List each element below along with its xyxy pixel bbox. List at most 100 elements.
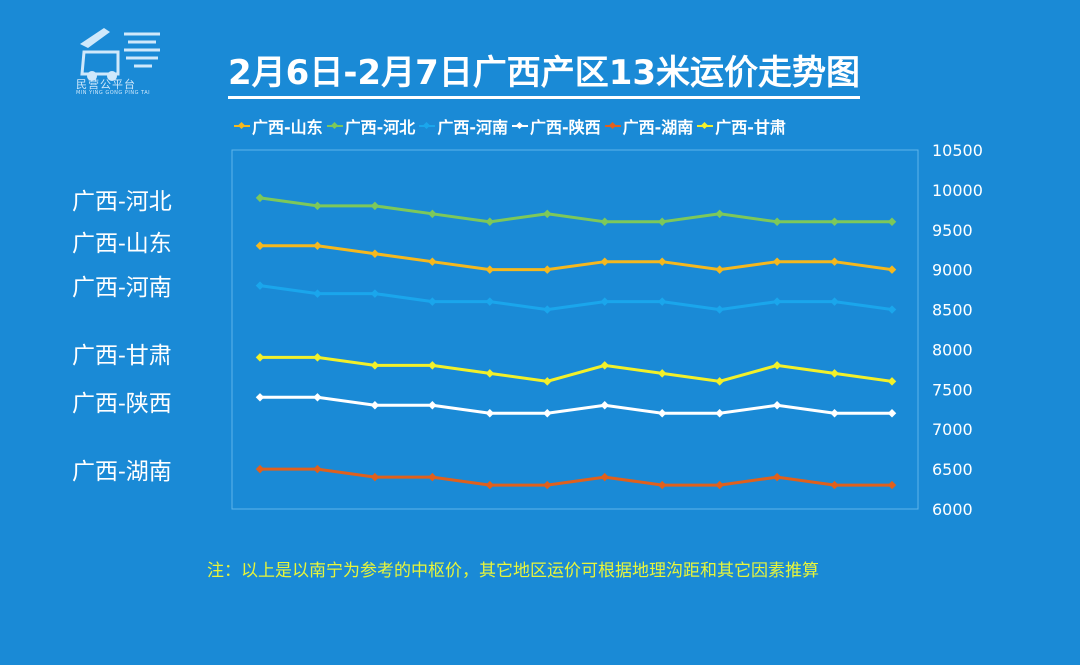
data-point	[255, 281, 265, 290]
data-point	[255, 241, 265, 250]
series-5	[255, 353, 897, 386]
data-point	[485, 217, 495, 227]
legend-label: 广西-陕西	[529, 118, 601, 137]
data-point	[715, 305, 724, 314]
data-point	[887, 305, 897, 314]
data-point	[428, 401, 437, 410]
legend-item: 广西-甘肃	[695, 114, 786, 138]
series-line	[259, 196, 892, 224]
data-point	[657, 257, 667, 266]
data-point	[600, 217, 609, 227]
series-2	[255, 281, 897, 314]
legend-marker	[603, 119, 623, 133]
data-point	[600, 257, 609, 266]
data-point	[657, 217, 667, 227]
data-point	[772, 257, 782, 266]
data-point	[313, 393, 322, 402]
data-point	[657, 369, 667, 378]
y-tick-label: 7000	[932, 420, 973, 439]
series-4	[255, 464, 897, 490]
data-point	[657, 480, 667, 490]
plot-area-frame	[231, 149, 919, 510]
y-tick-label: 10000	[932, 181, 983, 200]
data-point	[715, 377, 724, 386]
legend-marker	[232, 119, 252, 133]
data-point	[255, 464, 265, 474]
series-line	[260, 467, 892, 487]
side-label-henan: 广西-河南	[72, 275, 172, 301]
side-label-gansu: 广西-甘肃	[72, 343, 172, 369]
y-tick-label: 6000	[932, 500, 973, 519]
y-tick-label: 7500	[932, 380, 973, 399]
chart-title: 2月6日-2月7日广西产区13米运价走势图	[228, 52, 861, 99]
data-point	[428, 472, 437, 482]
data-point	[543, 377, 552, 386]
series-3	[255, 393, 897, 418]
data-point	[657, 297, 667, 306]
y-tick-label: 6500	[932, 460, 973, 479]
legend-label: 广西-河北	[344, 118, 416, 137]
data-point	[830, 297, 839, 306]
side-label-hebei: 广西-河北	[72, 189, 172, 215]
data-point	[772, 297, 782, 306]
chart-legend: 广西-山东 广西-河北 广西-河南 广西-陕西 广西-湖南 广西-甘肃	[232, 114, 788, 138]
data-point	[485, 265, 495, 274]
data-point	[370, 401, 380, 410]
data-point	[715, 265, 724, 274]
legend-label: 广西-湖南	[622, 118, 694, 137]
data-point	[543, 480, 552, 490]
data-point	[370, 361, 380, 370]
data-point	[830, 257, 839, 266]
data-point	[485, 480, 495, 490]
legend-marker	[510, 119, 530, 133]
data-point	[485, 369, 495, 378]
logo-text: 民营公平台	[76, 78, 136, 91]
data-point	[600, 361, 609, 370]
data-point	[830, 369, 839, 378]
data-point	[657, 409, 667, 418]
data-point	[600, 297, 609, 306]
data-point	[887, 480, 897, 490]
data-point	[313, 241, 322, 250]
side-label-hunan: 广西-湖南	[72, 459, 172, 485]
y-tick-label: 9500	[932, 221, 973, 240]
data-point	[543, 265, 552, 274]
footnote: 注：以上是以南宁为参考的中枢价，其它地区运价可根据地理沟距和其它因素推算	[207, 561, 819, 581]
data-point	[772, 472, 782, 482]
data-point	[428, 297, 437, 306]
series-0	[255, 241, 897, 274]
data-point	[772, 217, 782, 227]
data-point	[715, 480, 724, 490]
data-point	[543, 409, 552, 418]
legend-label: 广西-甘肃	[715, 118, 786, 137]
series-line	[260, 244, 893, 272]
logo-subtext: MIN YING GONG PING TAI	[76, 90, 151, 96]
data-point	[313, 353, 322, 362]
y-tick-label: 8000	[932, 340, 973, 359]
data-point	[255, 393, 265, 402]
series-line	[260, 395, 892, 415]
data-point	[772, 401, 782, 410]
legend-marker	[695, 119, 715, 133]
data-point	[485, 297, 495, 306]
data-point	[600, 401, 609, 410]
data-point	[485, 409, 495, 418]
series-1	[255, 193, 897, 227]
data-point	[370, 201, 380, 211]
data-point	[715, 409, 724, 418]
legend-item: 广西-陕西	[510, 114, 601, 138]
data-point	[543, 305, 552, 314]
side-label-shaanxi: 广西-陕西	[72, 391, 172, 417]
y-tick-label: 10500	[932, 141, 983, 160]
data-point	[543, 209, 552, 219]
legend-item: 广西-河北	[325, 114, 416, 138]
data-point	[428, 209, 437, 219]
y-tick-label: 9000	[932, 261, 973, 280]
data-point	[887, 265, 897, 274]
data-point	[887, 377, 897, 386]
data-point	[600, 472, 609, 482]
legend-marker	[325, 119, 345, 133]
legend-item: 广西-山东	[232, 114, 323, 138]
data-point	[370, 249, 380, 258]
